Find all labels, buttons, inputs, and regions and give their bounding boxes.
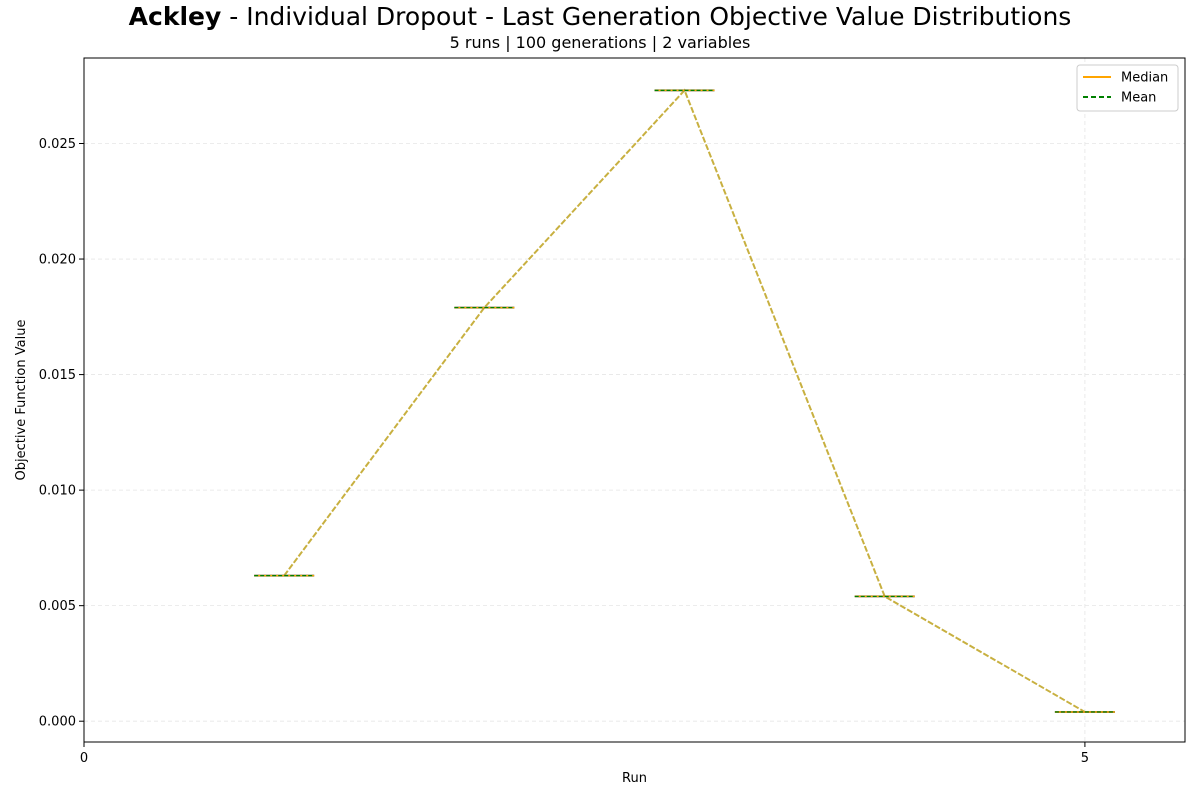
- y-tick-label: 0.005: [39, 599, 76, 614]
- y-tick-label: 0.020: [39, 253, 76, 268]
- x-axis-label: Run: [622, 771, 647, 786]
- y-tick-label: 0.025: [39, 137, 76, 152]
- x-tick-label: 0: [80, 751, 88, 766]
- median-trend-line: [283, 88, 1086, 713]
- legend-label-median: Median: [1121, 71, 1168, 86]
- chart-title-bold: Ackley: [128, 2, 222, 31]
- y-tick-label: 0.015: [39, 368, 76, 383]
- x-tick-label: 5: [1081, 751, 1089, 766]
- chart-title: Ackley - Individual Dropout - Last Gener…: [0, 2, 1200, 32]
- plot-frame: [83, 57, 1186, 743]
- chart-title-rest: - Individual Dropout - Last Generation O…: [221, 2, 1072, 31]
- chart-subtitle: 5 runs | 100 generations | 2 variables: [449, 33, 751, 52]
- y-axis-label: Objective Function Value: [14, 320, 29, 481]
- y-tick-label: 0.000: [39, 715, 76, 730]
- y-tick-label: 0.010: [39, 484, 76, 499]
- legend-label-mean: Mean: [1121, 91, 1156, 106]
